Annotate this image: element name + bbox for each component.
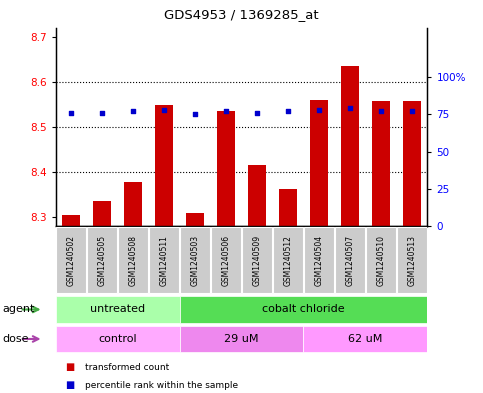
Text: untreated: untreated [90,305,145,314]
Text: GSM1240510: GSM1240510 [376,235,385,286]
Text: GSM1240512: GSM1240512 [284,235,293,286]
Text: cobalt chloride: cobalt chloride [262,305,345,314]
Bar [217,111,235,226]
Text: GSM1240505: GSM1240505 [98,235,107,286]
Text: GSM1240502: GSM1240502 [67,235,75,286]
Text: agent: agent [2,305,35,314]
Point [222,108,230,114]
Text: percentile rank within the sample: percentile rank within the sample [85,381,238,389]
Bar [273,227,303,293]
Text: GSM1240509: GSM1240509 [253,235,261,286]
Text: control: control [98,334,137,344]
Bar [56,296,180,323]
Bar [93,201,112,226]
Point [253,110,261,116]
Text: GSM1240511: GSM1240511 [159,235,169,286]
Text: ■: ■ [65,362,74,373]
Bar [403,101,421,226]
Point [129,108,137,114]
Text: 62 uM: 62 uM [348,334,383,344]
Bar [366,227,396,293]
Point [67,110,75,116]
Text: dose: dose [2,334,29,344]
Bar [118,227,148,293]
Text: ■: ■ [65,380,74,390]
Bar [180,326,303,352]
Bar [248,165,266,226]
Point [160,107,168,113]
Bar [242,227,272,293]
Bar [62,215,80,226]
Bar [211,227,241,293]
Bar [303,326,427,352]
Bar [149,227,179,293]
Point [377,108,385,114]
Bar [186,213,204,226]
Bar [310,100,328,226]
Bar [155,105,173,226]
Point [191,111,199,118]
Text: GSM1240507: GSM1240507 [345,235,355,286]
Text: GDS4953 / 1369285_at: GDS4953 / 1369285_at [164,8,319,21]
Text: GSM1240513: GSM1240513 [408,235,416,286]
Bar [180,296,427,323]
Text: GSM1240506: GSM1240506 [222,235,230,286]
Point [315,107,323,113]
Bar [372,101,390,226]
Text: GSM1240503: GSM1240503 [190,235,199,286]
Bar [180,227,210,293]
Bar [56,326,180,352]
Bar [341,66,359,226]
Point [346,105,354,112]
Text: GSM1240504: GSM1240504 [314,235,324,286]
Bar [335,227,365,293]
Bar [279,189,297,226]
Point [98,110,106,116]
Bar [397,227,427,293]
Bar [87,227,117,293]
Bar [124,182,142,226]
Point [284,108,292,114]
Text: 29 uM: 29 uM [224,334,259,344]
Text: transformed count: transformed count [85,363,169,372]
Bar [304,227,334,293]
Point [408,108,416,114]
Text: GSM1240508: GSM1240508 [128,235,138,286]
Bar [56,227,86,293]
